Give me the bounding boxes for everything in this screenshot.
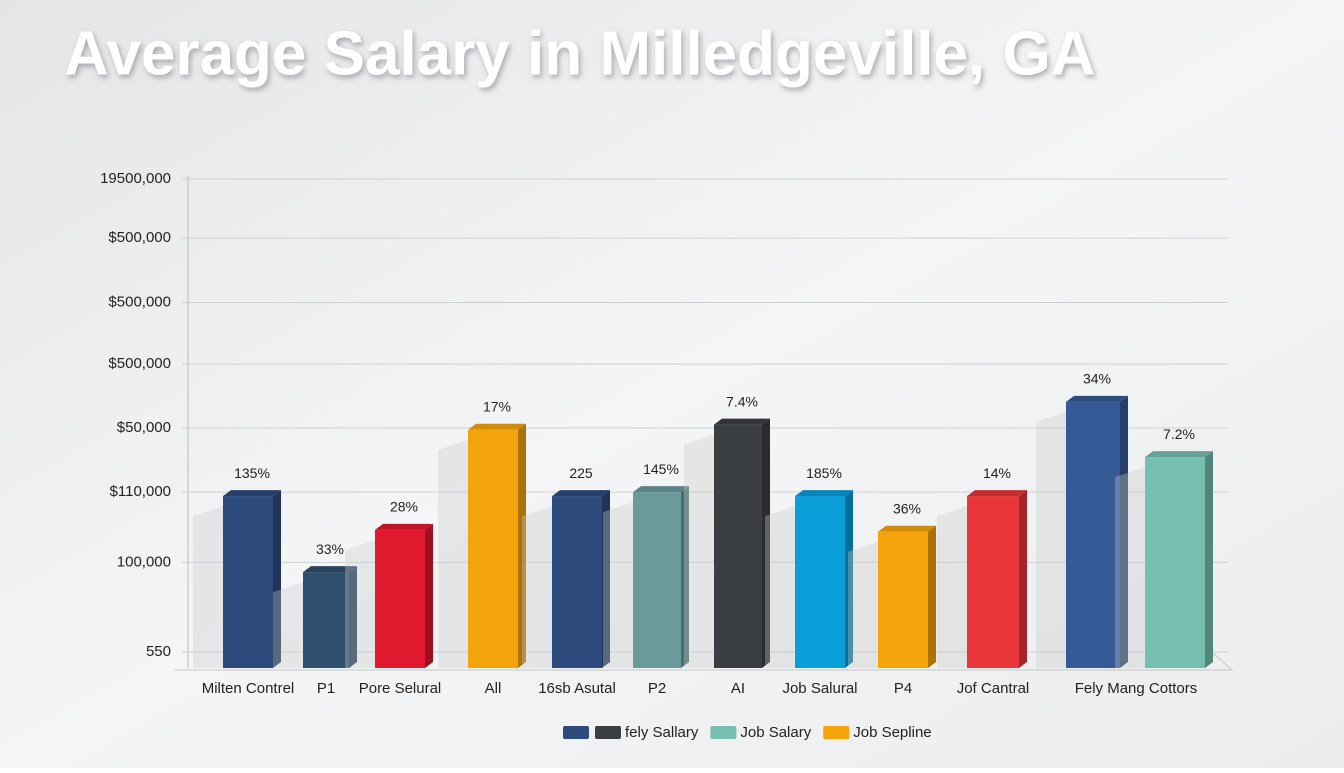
bar-shadow (1115, 467, 1145, 668)
y-tick-label: $500,000 (108, 355, 171, 372)
bar-label: 28% (390, 499, 418, 515)
bar-label: 14% (983, 465, 1011, 481)
y-tick-label: $110,000 (110, 483, 171, 500)
bar-label: 185% (806, 465, 842, 481)
bar-label: 7.4% (726, 393, 758, 409)
bar-shadow (273, 582, 303, 668)
bar-side (349, 566, 357, 668)
bar-top (1145, 451, 1213, 458)
bar-shadow (848, 541, 878, 668)
x-tick-label: Fely Mang Cottors (1075, 680, 1198, 697)
bar (303, 572, 349, 668)
y-tick-label: $50,000 (117, 419, 171, 436)
x-tick-label: Milten Contrel (202, 680, 295, 697)
bar-top (714, 418, 770, 425)
bar-top (878, 525, 936, 532)
bar-label: 36% (893, 501, 921, 517)
x-tick-label: P1 (317, 680, 335, 697)
legend-swatch (563, 726, 589, 739)
bar-side (928, 525, 936, 668)
bar-side (602, 490, 610, 668)
chart-title: Average Salary in Milledgeville, GA (64, 19, 1095, 88)
bar (795, 496, 845, 668)
x-tick-label: P4 (894, 680, 912, 697)
y-tick-label: $500,000 (108, 293, 171, 310)
bar-side (1019, 490, 1027, 668)
bar-label: 145% (643, 461, 679, 477)
y-tick-label: 550 (146, 643, 171, 660)
x-tick-label: AI (731, 680, 745, 697)
bar-shadow (1036, 411, 1066, 668)
bar (1066, 401, 1120, 668)
x-tick-label: P2 (648, 680, 666, 697)
bar-top (223, 490, 281, 497)
bar-shadow (345, 539, 375, 668)
bar-side (425, 523, 433, 668)
bar-side (1120, 395, 1128, 668)
x-tick-label: 16sb Asutal (538, 680, 616, 697)
x-tick-label: Pore Selural (359, 680, 442, 697)
bar-top (967, 490, 1027, 497)
y-tick-label: 100,000 (117, 553, 171, 570)
bar-side (518, 423, 526, 668)
bar-top (795, 490, 853, 497)
bar-shadow (684, 434, 714, 668)
bar-label: 7.2% (1163, 426, 1195, 442)
bar (375, 529, 425, 668)
x-tick-label: All (485, 680, 502, 697)
bar-top (633, 486, 689, 493)
bar-label: 135% (234, 465, 270, 481)
bar-shadow (522, 506, 552, 668)
bar-side (1205, 451, 1213, 668)
bar-shadow (765, 506, 795, 668)
legend-label: fely Sallary (625, 724, 699, 741)
bar-top (303, 566, 357, 573)
bar (633, 492, 681, 668)
y-tick-label: $500,000 (108, 229, 171, 246)
legend-label: Job Salary (740, 724, 811, 741)
legend-label: Job Sepline (853, 724, 931, 741)
bar-top (552, 490, 610, 497)
bar-top (1066, 395, 1128, 402)
bar-label: 34% (1083, 371, 1111, 387)
bar-top (468, 423, 526, 430)
bar (468, 429, 518, 668)
floor (175, 651, 1234, 671)
bar-side (273, 490, 281, 668)
bar (714, 424, 762, 668)
x-tick-label: Job Salural (782, 680, 857, 697)
bar-label: 33% (316, 541, 344, 557)
bar-label: 225 (569, 465, 593, 481)
bar-label: 17% (483, 398, 511, 414)
y-tick-label: 19500,000 (100, 170, 171, 187)
bar-shadow (438, 439, 468, 668)
bar (223, 496, 273, 668)
legend-swatch (710, 726, 737, 739)
bar-shadow (603, 502, 633, 668)
bar (1145, 457, 1205, 668)
bar-side (762, 418, 770, 668)
bar-top (375, 523, 433, 530)
bar-shadow (937, 506, 967, 668)
x-tick-label: Jof Cantral (957, 680, 1030, 697)
bar-side (681, 486, 689, 668)
legend-swatch (595, 726, 621, 739)
bar (552, 496, 602, 668)
bar (878, 531, 928, 668)
bar-side (845, 490, 853, 668)
legend-swatch (823, 726, 850, 739)
bar-shadow (193, 506, 223, 668)
bar (967, 496, 1019, 668)
